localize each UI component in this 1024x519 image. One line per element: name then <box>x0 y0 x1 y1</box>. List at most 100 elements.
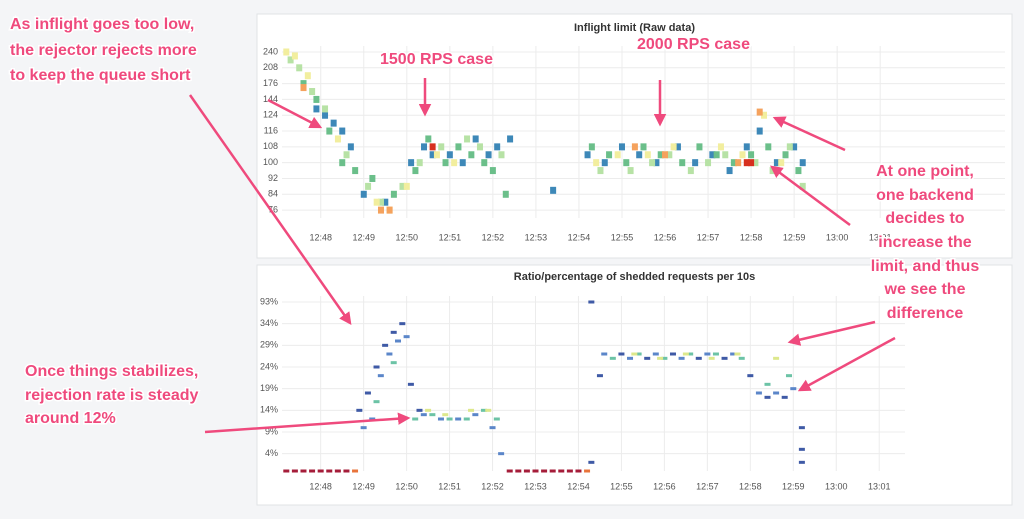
heatmap-cell <box>687 167 694 175</box>
heatmap-cell <box>778 159 785 167</box>
heatmap-cell <box>438 143 445 151</box>
heatmap-cell <box>662 151 669 159</box>
heatmap-cell <box>403 335 410 339</box>
heatmap-cell <box>352 469 359 473</box>
heatmap-cell <box>291 469 298 473</box>
heatmap-cell <box>369 417 376 421</box>
y-tick-label: 144 <box>263 94 278 104</box>
heatmap-cell <box>627 167 634 175</box>
heatmap-cell <box>661 356 668 360</box>
heatmap-cell <box>334 135 341 143</box>
heatmap-cell <box>416 408 423 412</box>
y-tick-label: 124 <box>263 110 278 120</box>
annotation: decides to <box>885 210 964 227</box>
heatmap-cell <box>317 469 324 473</box>
heatmap-cell <box>705 159 712 167</box>
annotation: difference <box>887 305 964 322</box>
heatmap-cell <box>734 352 741 356</box>
heatmap-cell <box>390 190 397 198</box>
heatmap-cell <box>356 408 363 412</box>
arrow <box>787 320 876 346</box>
heatmap-cell <box>799 159 806 167</box>
heatmap-cell <box>326 127 333 135</box>
heatmap-cell <box>653 159 660 167</box>
heatmap-cell <box>717 143 724 151</box>
heatmap-cell <box>773 391 780 395</box>
x-tick-label: 12:56 <box>654 232 677 242</box>
heatmap-cell <box>334 469 341 473</box>
heatmap-cell <box>429 151 436 159</box>
heatmap-cell <box>764 382 771 386</box>
y-tick-label: 14% <box>260 405 278 415</box>
arrow <box>188 94 352 326</box>
heatmap-cell <box>373 365 380 369</box>
heatmap-cell <box>373 198 380 206</box>
heatmap-cell <box>399 182 406 190</box>
heatmap-cell <box>752 159 759 167</box>
heatmap-cell <box>498 452 505 456</box>
heatmap-cell <box>618 143 625 151</box>
heatmap-cell <box>364 391 371 395</box>
heatmap-cell <box>399 322 406 326</box>
annotation: the rejector rejects more <box>10 42 197 59</box>
x-tick-label: 12:52 <box>482 232 505 242</box>
heatmap-cell <box>738 356 745 360</box>
heatmap-cell <box>507 135 514 143</box>
heatmap-cell <box>386 206 393 214</box>
heatmap-cell <box>640 143 647 151</box>
chart-title: Inflight limit (Raw data) <box>574 22 695 34</box>
arrow <box>267 98 323 129</box>
heatmap-cell <box>730 352 737 356</box>
y-tick-label: 84 <box>268 189 278 199</box>
heatmap-cell <box>588 300 595 304</box>
heatmap-cell <box>352 167 359 175</box>
annotation: limit, and thus <box>871 258 980 275</box>
y-tick-label: 29% <box>260 340 278 350</box>
arrow <box>772 116 846 152</box>
heatmap-cell <box>722 151 729 159</box>
heatmap-cell <box>309 469 316 473</box>
heatmap-cell <box>709 151 716 159</box>
heatmap-cell <box>739 151 746 159</box>
annotation: At one point, <box>876 163 974 180</box>
heatmap-cell <box>614 151 621 159</box>
heatmap-cell <box>743 143 750 151</box>
y-tick-label: 93% <box>260 296 278 306</box>
heatmap-cell <box>390 361 397 365</box>
heatmap-cell <box>678 356 685 360</box>
heatmap-cell <box>386 352 393 356</box>
panel <box>256 264 1013 506</box>
heatmap-cell <box>726 167 733 175</box>
heatmap-cell <box>575 469 582 473</box>
heatmap-cell <box>674 143 681 151</box>
heatmap-cell <box>429 143 436 151</box>
heatmap-cell <box>644 356 651 360</box>
heatmap-cell <box>377 198 384 206</box>
x-tick-label: 13:01 <box>868 481 891 491</box>
heatmap-cell <box>588 143 595 151</box>
annotation: Once things stabilizes, <box>25 363 198 380</box>
heatmap-cell <box>283 48 290 56</box>
x-tick-label: 12:56 <box>653 481 676 491</box>
x-tick-label: 12:50 <box>396 232 419 242</box>
x-tick-label: 12:55 <box>611 232 634 242</box>
heatmap-cell <box>437 417 444 421</box>
x-tick-label: 12:51 <box>439 232 462 242</box>
heatmap-cell <box>300 80 307 88</box>
y-tick-label: 116 <box>264 125 278 135</box>
heatmap-cell <box>283 469 290 473</box>
arrow <box>797 336 896 392</box>
heatmap-cell <box>472 413 479 417</box>
heatmap-cell <box>464 135 471 143</box>
heatmap-cell <box>425 408 432 412</box>
heatmap-cell <box>442 159 449 167</box>
x-tick-label: 12:49 <box>353 232 376 242</box>
heatmap-cell <box>541 469 548 473</box>
heatmap-cell <box>472 135 479 143</box>
heatmap-cell <box>584 469 591 473</box>
heatmap-cell <box>786 143 793 151</box>
x-tick-label: 12:54 <box>567 481 590 491</box>
heatmap-cell <box>489 426 496 430</box>
y-tick-label: 9% <box>265 426 278 436</box>
